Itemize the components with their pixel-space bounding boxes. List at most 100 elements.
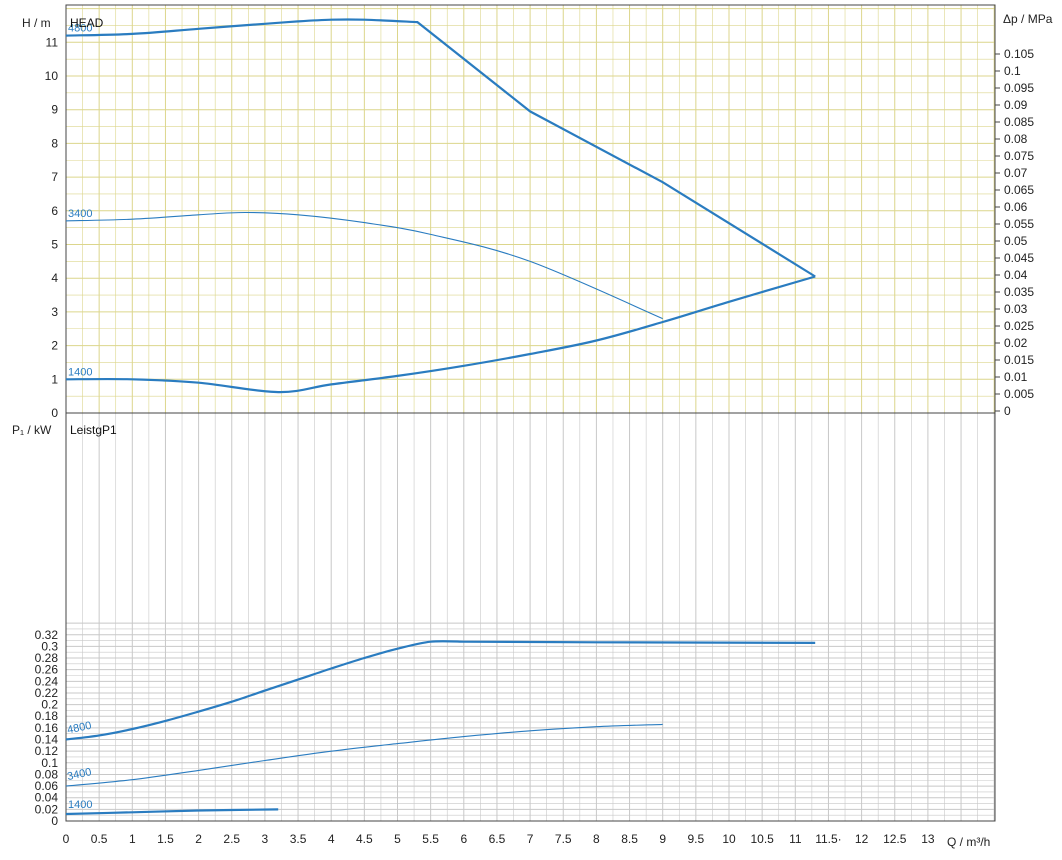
pressure-tick-label: 0.025 [1004, 319, 1034, 333]
power-tick-label: 0 [51, 814, 58, 828]
flow-axis-label: Q / m³/h [947, 835, 990, 849]
power-tick-label: 0.22 [35, 686, 59, 700]
power-curve-label-1400: 1400 [68, 799, 92, 811]
flow-tick-label: 3 [262, 832, 269, 846]
pressure-tick-label: 0.035 [1004, 285, 1034, 299]
power-curve-label-4800: 4800 [66, 720, 92, 737]
head-axis-label: H / m [22, 16, 51, 30]
flow-tick-label: 6 [460, 832, 467, 846]
pressure-tick-label: 0.015 [1004, 353, 1034, 367]
flow-tick-label: 11.5· [815, 832, 841, 846]
flow-tick-label: 5 [394, 832, 401, 846]
power-axis-label: P₁ / kW [12, 423, 52, 437]
flow-tick-label: 1.5 [157, 832, 174, 846]
pressure-tick-label: 0.03 [1004, 302, 1028, 316]
pressure-tick-label: 0.005 [1004, 387, 1034, 401]
head-tick-label: 7 [51, 170, 58, 184]
pressure-tick-label: 0.02 [1004, 336, 1028, 350]
flow-tick-label: 7.5 [555, 832, 572, 846]
power-tick-label: 0.08 [35, 767, 59, 781]
pressure-tick-label: 0.055 [1004, 217, 1034, 231]
pressure-tick-label: 0.105 [1004, 47, 1034, 61]
pressure-tick-label: 0.01 [1004, 370, 1028, 384]
pressure-tick-label: 0.04 [1004, 268, 1028, 282]
head-curve-3400 [65, 211, 663, 320]
power-tick-label: 0.32 [35, 628, 59, 642]
power-tick-label: 0.12 [35, 744, 59, 758]
power-tick-label: 0.06 [35, 779, 59, 793]
power-panel-title: LeistgP1 [70, 423, 117, 437]
flow-tick-label: 11 [789, 832, 802, 846]
flow-tick-label: 9 [659, 832, 666, 846]
power-curve-4800 [65, 640, 816, 741]
pressure-tick-label: 0.08 [1004, 132, 1028, 146]
flow-tick-label: 6.5 [489, 832, 506, 846]
flow-tick-label: 4.5 [356, 832, 373, 846]
power-tick-label: 0.18 [35, 709, 59, 723]
pressure-tick-label: 0.05 [1004, 234, 1028, 248]
flow-tick-label: 12 [855, 832, 869, 846]
flow-tick-label: 8.5 [621, 832, 638, 846]
flow-tick-label: 0.5 [91, 832, 108, 846]
head-tick-label: 4 [51, 271, 58, 285]
pressure-tick-label: 0.065 [1004, 183, 1034, 197]
pressure-axis-label: Δp / MPa [1003, 12, 1053, 26]
axis-labels: HEAD H / m Δp / MPa LeistgP1 P₁ / kW Q /… [12, 12, 1053, 849]
flow-tick-label: 0 [63, 832, 70, 846]
pressure-tick-label: 0.045 [1004, 251, 1034, 265]
head-curve-label-1400: 1400 [68, 366, 92, 378]
flow-tick-label: 10 [722, 832, 736, 846]
pressure-tick-label: 0.095 [1004, 81, 1034, 95]
flow-tick-label: 4 [328, 832, 335, 846]
flow-tick-label: 12.5 [883, 832, 907, 846]
power-tick-label: 0.02 [35, 802, 59, 816]
tick-labels: 0123456789101100.0050.010.0150.020.0250.… [35, 35, 1035, 846]
flow-tick-label: 9.5 [688, 832, 705, 846]
power-tick-label: 0.14 [35, 733, 59, 747]
flow-tick-label: 8 [593, 832, 600, 846]
plot-frames [65, 4, 996, 822]
head-curve-4800 [65, 18, 816, 278]
head-curve-1400 [65, 275, 816, 394]
power-tick-label: 0.1 [41, 756, 58, 770]
pressure-tick-label: 0 [1004, 404, 1011, 418]
flow-tick-label: 3.5 [290, 832, 307, 846]
flow-tick-label: 10.5 [750, 832, 774, 846]
head-tick-label: 5 [51, 238, 58, 252]
pressure-tick-label: 0.075 [1004, 149, 1034, 163]
head-panel-title: HEAD [70, 16, 104, 30]
flow-tick-label: 2 [195, 832, 202, 846]
head-curve-label-3400: 3400 [68, 208, 92, 220]
power-tick-label: 0.04 [35, 791, 59, 805]
pressure-tick-label: 0.09 [1004, 98, 1028, 112]
power-curve-3400 [65, 723, 663, 787]
power-tick-label: 0.28 [35, 651, 59, 665]
head-tick-label: 8 [51, 136, 58, 150]
power-tick-label: 0.24 [35, 674, 59, 688]
head-tick-label: 10 [45, 69, 59, 83]
pressure-tick-label: 0.06 [1004, 200, 1028, 214]
flow-tick-label: 5.5 [422, 832, 439, 846]
head-tick-label: 6 [51, 204, 58, 218]
head-curve-label-4800: 4800 [68, 23, 92, 35]
curves: 4800 3400 1400 4800 3400 1400 [65, 18, 816, 816]
pressure-tick-label: 0.085 [1004, 115, 1034, 129]
power-plot-frame [65, 412, 996, 822]
head-tick-label: 0 [51, 406, 58, 420]
flow-tick-label: 2.5 [223, 832, 240, 846]
power-curve-label-3400: 3400 [66, 766, 92, 783]
head-tick-label: 2 [51, 339, 58, 353]
pressure-tick-label: 0.1 [1004, 64, 1021, 78]
head-tick-label: 1 [51, 372, 58, 386]
flow-tick-label: 1 [129, 832, 136, 846]
flow-tick-label: 13 [921, 832, 935, 846]
flow-tick-label: 7 [527, 832, 534, 846]
power-curve-1400 [65, 808, 279, 816]
head-tick-label: 3 [51, 305, 58, 319]
power-tick-label: 0.2 [41, 698, 58, 712]
power-tick-label: 0.26 [35, 663, 59, 677]
power-tick-label: 0.3 [41, 639, 58, 653]
power-tick-label: 0.16 [35, 721, 59, 735]
head-tick-label: 9 [51, 103, 58, 117]
